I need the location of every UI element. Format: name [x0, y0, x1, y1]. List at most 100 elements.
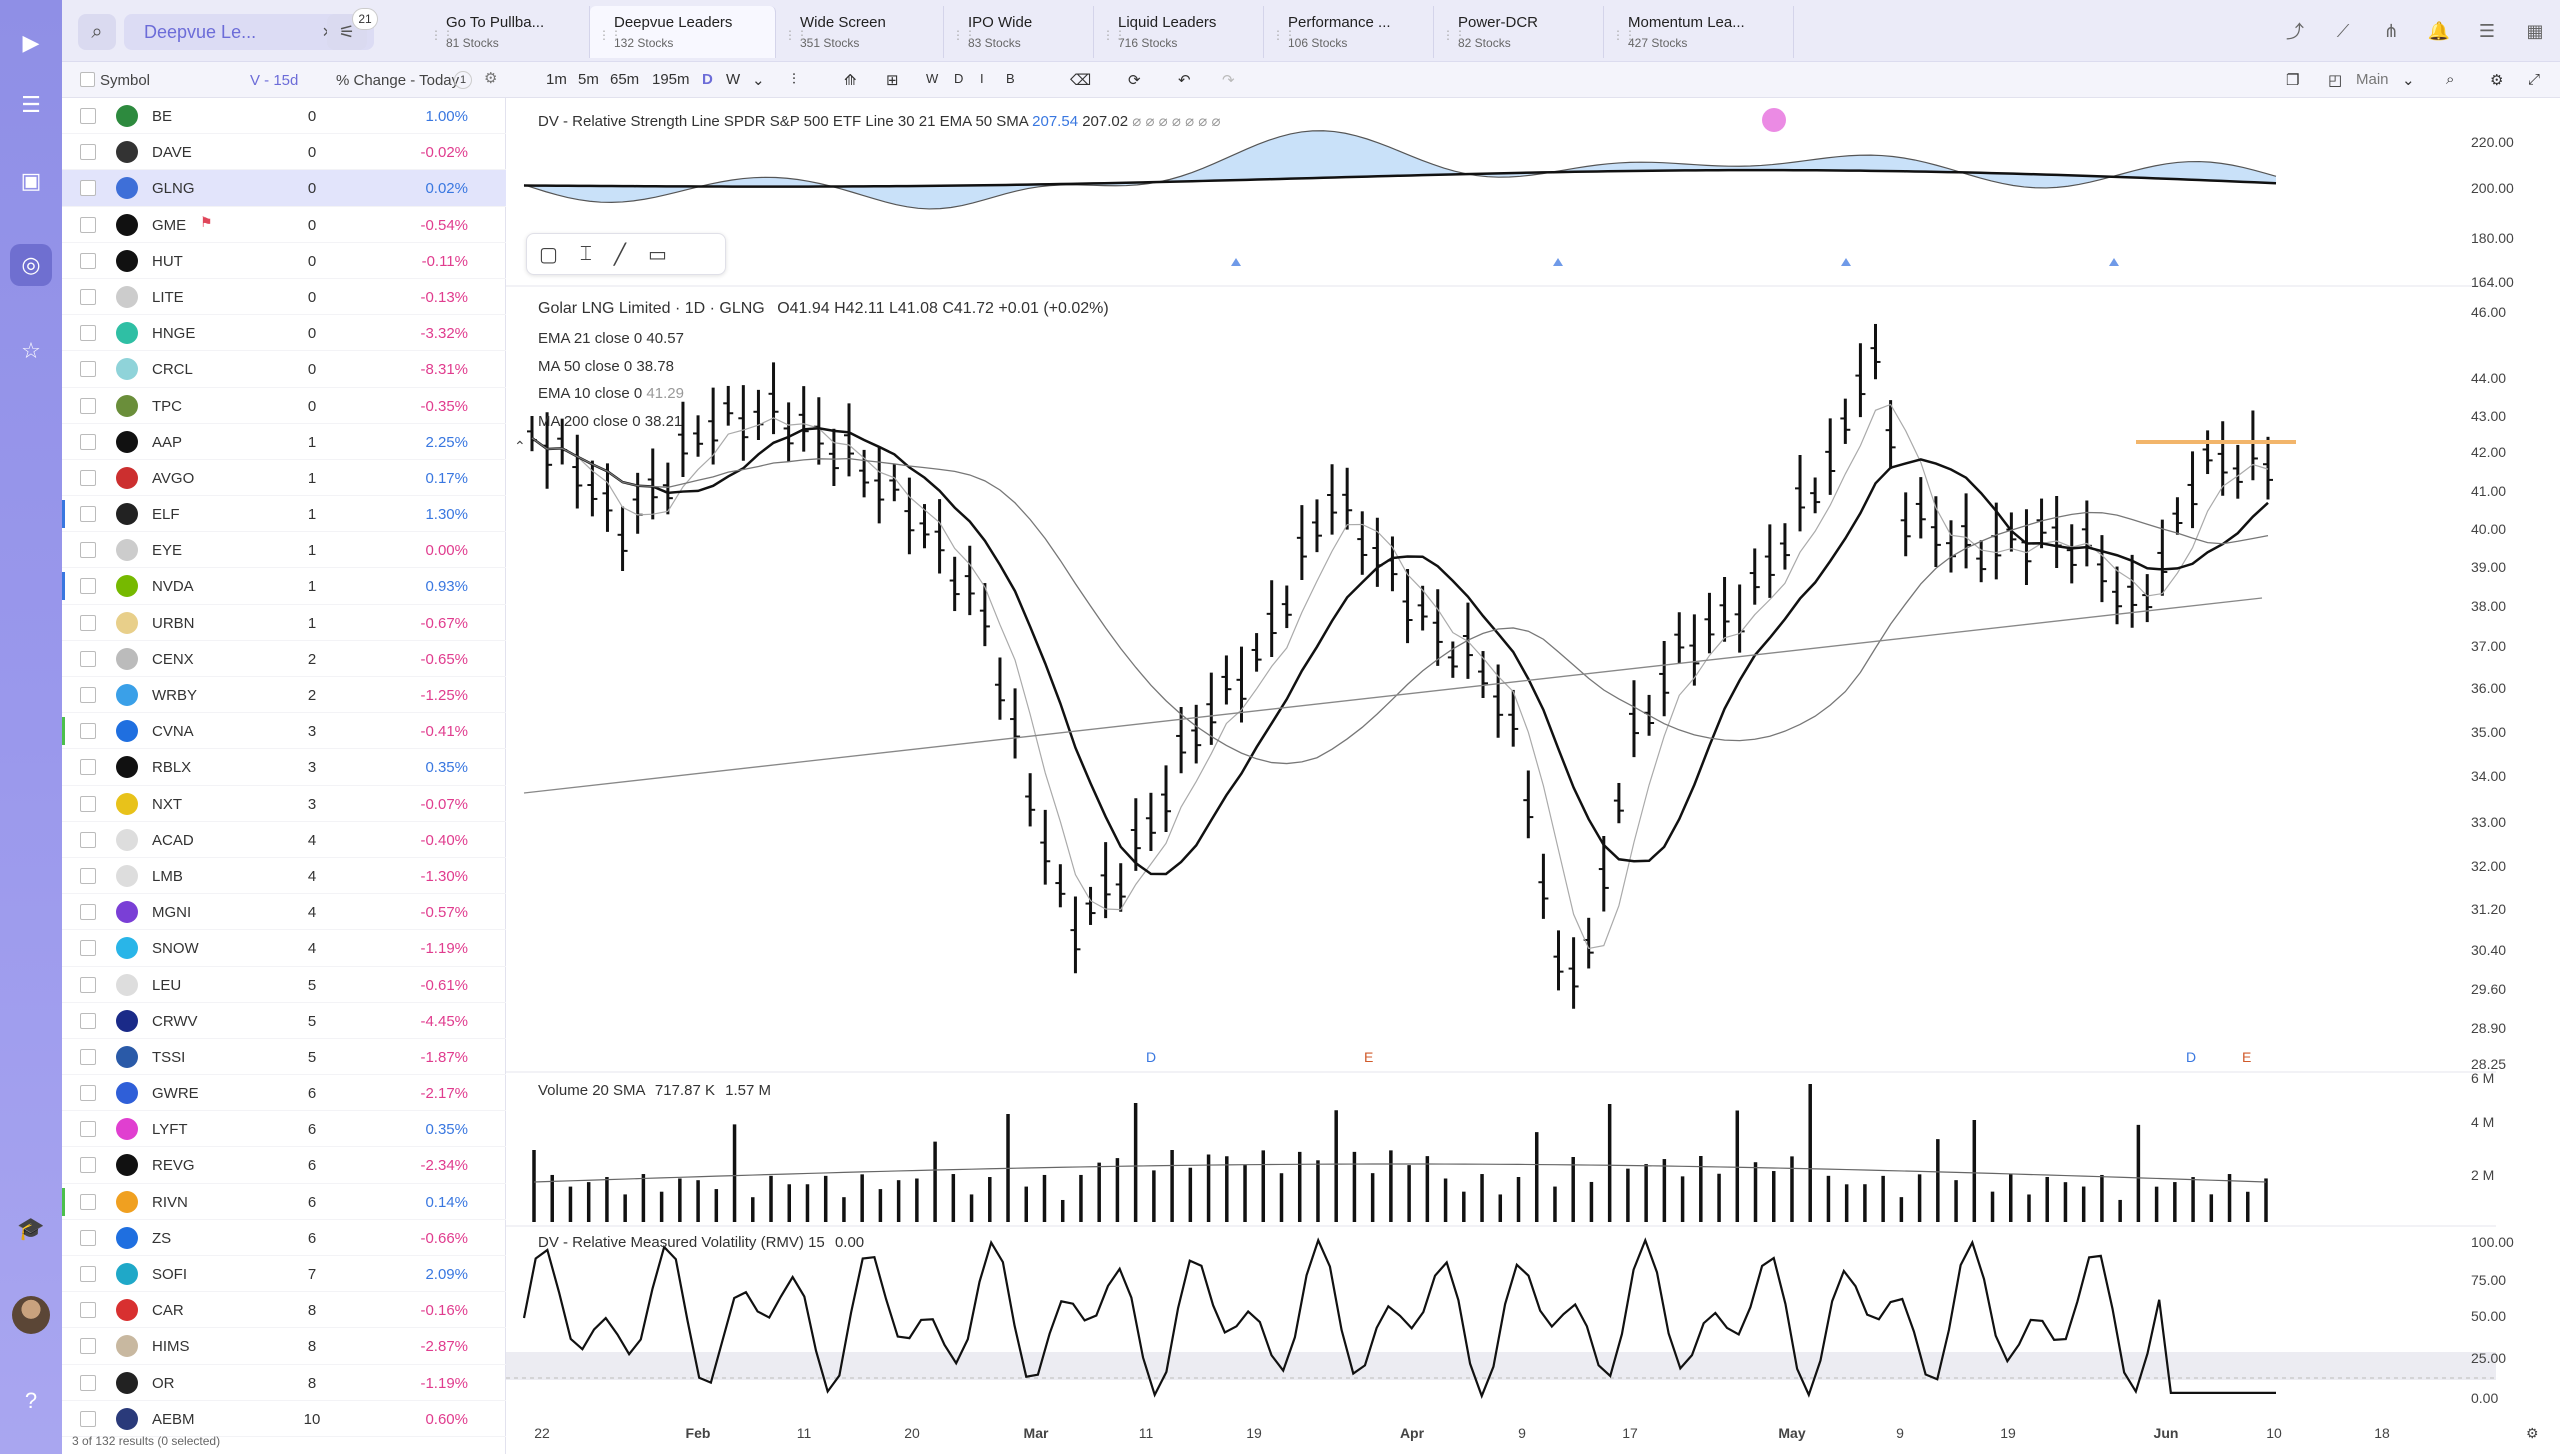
watchlist-row[interactable]: CRCL 0 -8.31% [62, 351, 506, 388]
watchlist-row[interactable]: CRWV 5 -4.45% [62, 1003, 506, 1039]
undo-icon[interactable]: ↶ [1178, 72, 1191, 89]
tab-4[interactable]: ⋮⋮ Liquid Leaders 716 Stocks [1094, 6, 1264, 58]
layout-save-icon[interactable]: ◰ [2328, 72, 2343, 89]
select-all-checkbox[interactable] [80, 72, 95, 87]
row-checkbox[interactable] [80, 1048, 96, 1065]
watchlist-row[interactable]: NVDA 1 0.93% [62, 568, 506, 605]
comment-tool-icon[interactable]: ▭ [647, 243, 667, 266]
drag-handle-icon[interactable]: ⋮⋮ [598, 28, 622, 42]
watchlist-row[interactable]: LMB 4 -1.30% [62, 858, 506, 895]
interval-65m[interactable]: 65m [610, 71, 640, 88]
tree-icon[interactable]: ⋔ [2383, 20, 2399, 41]
watchlist-row[interactable]: EYE 1 0.00% [62, 532, 506, 569]
row-checkbox[interactable] [80, 1229, 96, 1246]
drag-handle-icon[interactable]: ⋮⋮ [1612, 28, 1636, 42]
grid-view-icon[interactable]: ▦ [2526, 20, 2544, 41]
layout-icon[interactable]: ▣ [20, 168, 42, 193]
row-checkbox[interactable] [80, 180, 96, 197]
logo-play-icon[interactable]: ▶ [22, 30, 40, 55]
watchlist-row[interactable]: TSSI 5 -1.87% [62, 1039, 506, 1076]
col-pct-change[interactable]: % Change - Today [336, 72, 460, 89]
row-checkbox[interactable] [80, 578, 96, 595]
row-checkbox[interactable] [80, 614, 96, 631]
col-symbol[interactable]: Symbol [100, 72, 151, 89]
watchlist-row[interactable]: SNOW 4 -1.19% [62, 930, 506, 967]
drag-handle-icon[interactable]: ⋮⋮ [1102, 28, 1126, 42]
row-checkbox[interactable] [80, 1012, 96, 1029]
row-checkbox[interactable] [80, 1302, 96, 1319]
ma-legend-item[interactable]: MA 200 close 0 38.21 [538, 413, 682, 430]
eraser-icon[interactable]: ⌫ [1070, 72, 1092, 89]
radar-icon[interactable]: ◎ [10, 244, 52, 286]
row-checkbox[interactable] [80, 325, 96, 342]
settings-icon[interactable]: ⚙ [2490, 72, 2504, 89]
interval-195m[interactable]: 195m [652, 71, 690, 88]
tab-5[interactable]: ⋮⋮ Performance ... 106 Stocks [1264, 6, 1434, 58]
watchlist-row[interactable]: HUT 0 -0.11% [62, 243, 506, 279]
row-checkbox[interactable] [80, 542, 96, 559]
row-checkbox[interactable] [80, 1410, 96, 1427]
candle-tool-icon[interactable]: ⌶ [579, 242, 592, 265]
row-checkbox[interactable] [80, 469, 96, 486]
toggle-d[interactable]: D [954, 71, 964, 86]
watchlist-row[interactable]: CENX 2 -0.65% [62, 641, 506, 677]
watchlist-row[interactable]: GLNG 0 0.02% [62, 170, 506, 207]
gear-icon[interactable]: ⚙ [484, 70, 498, 87]
zoom-icon[interactable]: ⌕ [2446, 71, 2455, 88]
chart-icon[interactable]: ⟋ [2336, 20, 2350, 41]
watchlist-row[interactable]: HNGE 0 -3.32% [62, 315, 506, 352]
interval-5m[interactable]: 5m [578, 71, 599, 88]
drag-handle-icon[interactable]: ⋮⋮ [784, 28, 808, 42]
share-icon[interactable]: ⤴ [2286, 22, 2304, 42]
row-checkbox[interactable] [80, 795, 96, 812]
watchlist-row[interactable]: CVNA 3 -0.41% [62, 713, 506, 750]
toggle-w[interactable]: W [926, 71, 939, 86]
row-checkbox[interactable] [80, 1266, 96, 1282]
list-view-icon[interactable]: ☰ [2478, 20, 2496, 41]
watchlist-row[interactable]: MGNI 4 -0.57% [62, 894, 506, 931]
chart-area[interactable]: 220.00 200.00 180.00 164.00 46.00 44.00 43.00 4… [506, 98, 2560, 1454]
copy-icon[interactable]: ❐ [2286, 72, 2300, 89]
toggle-i[interactable]: I [980, 71, 984, 86]
search-button[interactable]: ⌕ [78, 14, 116, 50]
watchlist-row[interactable]: NXT 3 -0.07% [62, 786, 506, 822]
redo-icon[interactable]: ↷ [1222, 72, 1235, 89]
row-checkbox[interactable] [80, 759, 96, 776]
line-tool-icon[interactable]: ╱ [613, 243, 626, 266]
row-checkbox[interactable] [80, 397, 96, 414]
tab-2[interactable]: ⋮⋮ Wide Screen 351 Stocks [776, 6, 944, 58]
bar-style-icon[interactable]: ⫶ [792, 71, 796, 88]
templates-icon[interactable]: ⊞ [886, 72, 899, 89]
row-checkbox[interactable] [80, 252, 96, 269]
watchlist-row[interactable]: SOFI 7 2.09% [62, 1256, 506, 1293]
row-checkbox[interactable] [80, 940, 96, 957]
row-checkbox[interactable] [80, 1085, 96, 1102]
drag-handle-icon[interactable]: ⋮⋮ [952, 28, 976, 42]
watchlist-row[interactable]: GWRE 6 -2.17% [62, 1075, 506, 1112]
star-icon[interactable]: ☆ [21, 338, 41, 363]
watchlist-row[interactable]: OR 8 -1.19% [62, 1365, 506, 1401]
row-checkbox[interactable] [80, 1374, 96, 1391]
avatar[interactable] [12, 1296, 50, 1334]
row-checkbox[interactable] [80, 216, 96, 233]
ma-legend-item[interactable]: EMA 21 close 0 40.57 [538, 330, 684, 347]
tab-6[interactable]: ⋮⋮ Power-DCR 82 Stocks [1434, 6, 1604, 58]
watchlist-row[interactable]: RIVN 6 0.14% [62, 1184, 506, 1220]
interval-d[interactable]: D [702, 71, 713, 88]
watchlist-row[interactable]: GME ⚑ 0 -0.54% [62, 207, 506, 243]
interval-chevron-icon[interactable]: ⌄ [752, 72, 765, 89]
ma-legend-item[interactable]: EMA 10 close 0 41.29 [538, 385, 684, 402]
row-checkbox[interactable] [80, 108, 96, 124]
drag-handle-icon[interactable]: ⋮⋮ [1442, 28, 1466, 42]
watchlist-row[interactable]: BE 0 1.00% [62, 98, 506, 135]
watchlist-row[interactable]: WRBY 2 -1.25% [62, 677, 506, 714]
flag-icon[interactable]: ⚑ [200, 213, 213, 230]
help-icon[interactable]: ? [24, 1388, 38, 1413]
row-checkbox[interactable] [80, 904, 96, 921]
row-checkbox[interactable] [80, 361, 96, 378]
tab-0[interactable]: ⋮⋮ Go To Pullba... 81 Stocks [422, 6, 590, 58]
chart-canvas[interactable]: 220.00200.00180.00164.0046.0044.0043.004… [506, 98, 2560, 1454]
watchlist-row[interactable]: REVG 6 -2.34% [62, 1147, 506, 1184]
col-v[interactable]: V - 15d [250, 72, 299, 89]
tab-7[interactable]: ⋮⋮ Momentum Lea... 427 Stocks [1604, 6, 1794, 58]
